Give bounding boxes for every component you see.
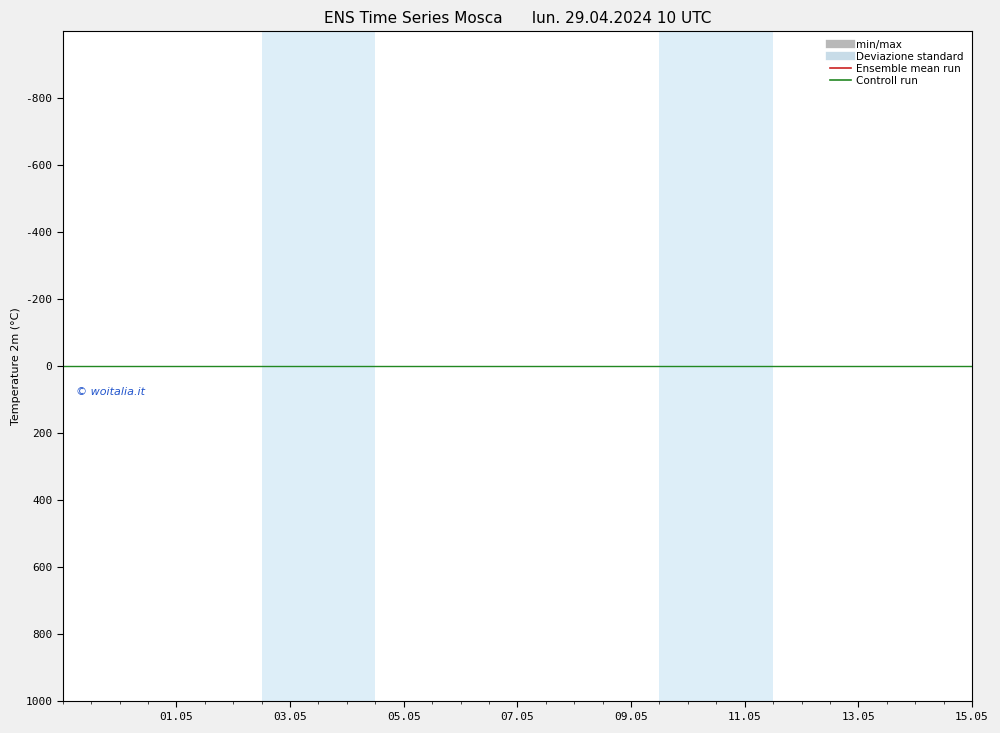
Text: © woitalia.it: © woitalia.it xyxy=(76,386,145,397)
Y-axis label: Temperature 2m (°C): Temperature 2m (°C) xyxy=(11,308,21,425)
Title: ENS Time Series Mosca      lun. 29.04.2024 10 UTC: ENS Time Series Mosca lun. 29.04.2024 10… xyxy=(324,11,711,26)
Bar xyxy=(659,32,773,701)
Legend: min/max, Deviazione standard, Ensemble mean run, Controll run: min/max, Deviazione standard, Ensemble m… xyxy=(827,37,967,89)
Bar xyxy=(262,32,375,701)
